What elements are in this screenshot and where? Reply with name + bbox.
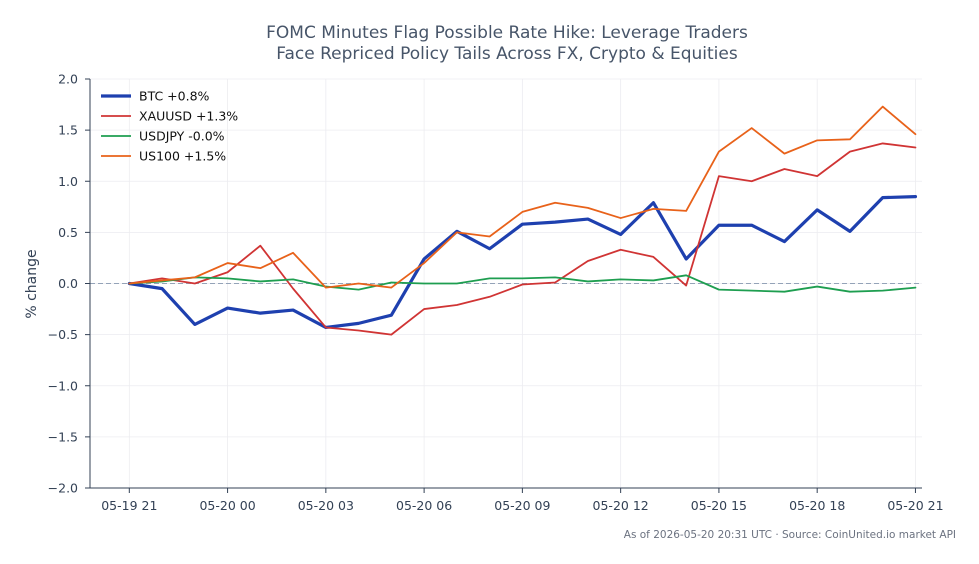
series-line-us100 bbox=[128, 105, 917, 289]
x-tick-label: 05-19 21 bbox=[101, 498, 157, 513]
chart-title-line-2: Face Repriced Policy Tails Across FX, Cr… bbox=[276, 44, 738, 64]
series-line-btc bbox=[127, 194, 918, 330]
y-axis-ticks: −2.0 −1.5 −1.0 −0.5 0.0 0.5 1.0 1.5 2.0 bbox=[48, 72, 90, 496]
x-axis-ticks: 05-19 21 05-20 00 05-20 03 05-20 06 05-20 09… bbox=[101, 488, 944, 513]
x-tick-label: 05-20 06 bbox=[396, 498, 452, 513]
legend-label-us100: US100 +1.5% bbox=[139, 149, 226, 164]
chart-title-line-1: FOMC Minutes Flag Possible Rate Hike: Le… bbox=[266, 23, 748, 43]
y-tick-label: 0.5 bbox=[58, 225, 78, 240]
footnote: As of 2026-05-20 20:31 UTC · Source: Coi… bbox=[624, 529, 956, 541]
y-tick-label: −0.5 bbox=[48, 327, 78, 342]
legend-label-btc: BTC +0.8% bbox=[139, 89, 210, 104]
series-lines bbox=[127, 105, 918, 336]
y-axis-label: % change bbox=[24, 249, 40, 318]
x-tick-label: 05-20 18 bbox=[789, 498, 845, 513]
x-tick-label: 05-20 21 bbox=[887, 498, 943, 513]
x-tick-label: 05-20 03 bbox=[298, 498, 354, 513]
x-tick-label: 05-20 00 bbox=[199, 498, 255, 513]
y-tick-label: 0.0 bbox=[58, 276, 78, 291]
series-line-usdjpy bbox=[128, 274, 917, 293]
y-tick-label: 1.5 bbox=[58, 123, 78, 138]
series-line-xauusd bbox=[128, 142, 917, 336]
y-tick-label: −2.0 bbox=[48, 481, 78, 496]
x-tick-label: 05-20 15 bbox=[691, 498, 747, 513]
y-tick-label: 2.0 bbox=[58, 72, 78, 87]
y-tick-label: −1.5 bbox=[48, 429, 78, 444]
x-tick-label: 05-20 09 bbox=[494, 498, 550, 513]
legend-label-xauusd: XAUUSD +1.3% bbox=[139, 109, 238, 124]
legend-label-usdjpy: USDJPY -0.0% bbox=[139, 129, 225, 144]
legend: BTC +0.8% XAUUSD +1.3% USDJPY -0.0% US100 +… bbox=[101, 89, 238, 164]
x-tick-label: 05-20 12 bbox=[593, 498, 649, 513]
y-tick-label: −1.0 bbox=[48, 378, 78, 393]
y-tick-label: 1.0 bbox=[58, 174, 78, 189]
